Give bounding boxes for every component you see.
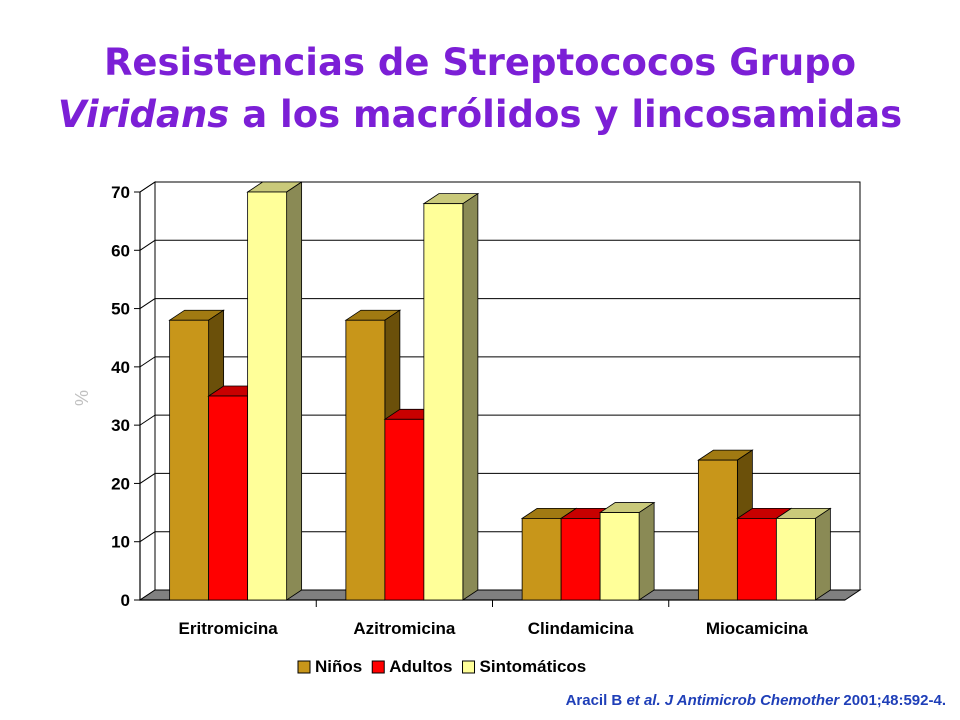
legend-swatch — [371, 660, 385, 674]
legend-label: Sintomáticos — [480, 657, 587, 676]
gridline-side — [139, 298, 156, 309]
gridline-side — [139, 239, 156, 251]
citation-journal: et al. J Antimicrob Chemother — [626, 692, 840, 709]
legend-swatch — [297, 660, 311, 674]
citation-authors: Aracil B — [565, 692, 627, 709]
bar — [599, 512, 640, 601]
bar — [736, 518, 777, 601]
bar — [560, 518, 601, 601]
x-tick-label: Miocamicina — [706, 619, 809, 638]
bar — [169, 319, 210, 601]
bar-side — [814, 507, 831, 601]
x-tick-label: Eritromicina — [179, 619, 279, 638]
y-tick-label: 50 — [111, 300, 130, 319]
y-tick-label: 60 — [111, 241, 130, 260]
y-tick-label: 30 — [111, 416, 130, 435]
y-tick-label: 0 — [121, 591, 130, 610]
citation: Aracil B et al. J Antimicrob Chemother 2… — [566, 692, 946, 709]
legend-swatch — [462, 660, 476, 674]
bar — [775, 518, 816, 601]
citation-ref: 2001;48:592-4. — [839, 692, 946, 709]
y-axis-label: % — [72, 390, 92, 406]
y-tick-label: 70 — [111, 183, 130, 202]
gridline-side — [139, 356, 156, 368]
bar — [345, 319, 386, 601]
chart-title-line1: Resistencias de Streptococos Grupo — [103, 41, 857, 84]
y-tick-label: 40 — [111, 358, 130, 377]
bar — [521, 518, 562, 601]
gridline-side — [139, 181, 156, 193]
chart-title-italic: Viridans — [57, 93, 230, 136]
bar-side — [462, 192, 479, 601]
bar — [208, 395, 249, 601]
chart-title-rest: a los macrólidos y lincosamidas — [229, 93, 903, 136]
bar — [423, 203, 464, 601]
legend-label: Niños — [315, 657, 362, 676]
bar-side — [286, 181, 303, 601]
x-tick-label: Clindamicina — [528, 619, 634, 638]
gridline-side — [139, 473, 156, 484]
bar — [697, 459, 738, 601]
gridline-side — [139, 531, 156, 543]
legend-label: Adultos — [389, 657, 452, 676]
chart-title-line2: Viridans a los macrólidos y lincosamidas — [0, 92, 960, 138]
bar — [384, 418, 425, 601]
y-tick-label: 20 — [111, 474, 130, 493]
x-tick-label: Azitromicina — [353, 619, 456, 638]
bar-side — [638, 501, 655, 601]
y-tick-label: 10 — [111, 533, 130, 552]
gridline-side — [139, 414, 156, 426]
bar — [247, 191, 288, 601]
